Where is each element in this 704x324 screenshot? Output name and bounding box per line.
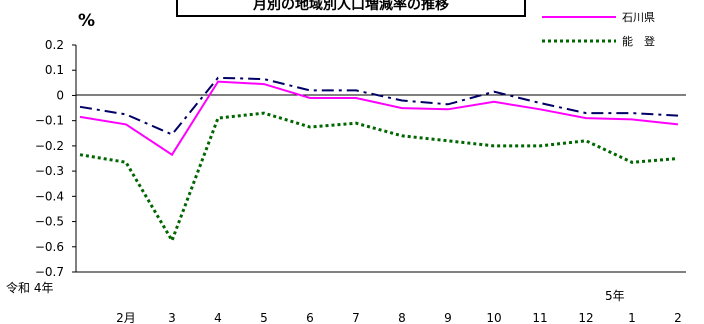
- x-tick-label: 1: [628, 311, 636, 324]
- y-tick-label: 0.1: [45, 63, 64, 77]
- chart-title-box: 月別の地域別人口増減率の推移: [176, 0, 526, 17]
- y-tick-label: −0.5: [35, 215, 64, 229]
- series-line-0: [79, 80, 679, 157]
- x-labels: 令和 4年 5年 2月 3 4 5 6 7 8 9 10 11 12 1 2: [6, 280, 682, 324]
- legend: 石川県 能 登: [534, 4, 694, 54]
- title-frame: [176, 0, 526, 17]
- y-tick-label: −0.3: [35, 164, 64, 178]
- y-tick-label: −0.4: [35, 189, 64, 203]
- y-ticks: 0.2 0.1 0 −0.1 −0.2 −0.3 −0.4 −0.5 −0.6 −0.7: [35, 38, 76, 279]
- x-tick-label: 6: [306, 311, 314, 324]
- y-tick-label: −0.6: [35, 240, 64, 254]
- y-tick-label: −0.2: [35, 139, 64, 153]
- x-tick-label: 12: [578, 311, 593, 324]
- legend-label-noto: 能 登: [622, 34, 655, 48]
- y-axis-unit: %: [78, 11, 95, 31]
- y-tick-label: 0: [56, 88, 64, 102]
- x-tick-label: 11: [532, 311, 547, 324]
- x-tick-label: 8: [398, 311, 406, 324]
- legend-background: [534, 4, 694, 54]
- series-line-1: [79, 76, 679, 136]
- x-tick-label: 9: [444, 311, 452, 324]
- y-tick-label: −0.1: [35, 114, 64, 128]
- x-start-label: 令和 4年: [6, 280, 53, 295]
- x-year2-label: 5年: [605, 289, 625, 303]
- y-tick-label: 0.2: [45, 38, 64, 52]
- x-tick-label: 10: [486, 311, 501, 324]
- series-line-2: [79, 111, 679, 244]
- legend-label-ishikawa: 石川県: [622, 11, 655, 24]
- x-tick-label: 2: [674, 311, 682, 324]
- y-tick-label: −0.7: [35, 265, 64, 279]
- x-tick-label: 7: [352, 311, 360, 324]
- series-lines: [79, 76, 679, 244]
- chart-title: 月別の地域別人口増減率の推移: [252, 0, 449, 13]
- x-tick-label: 5: [260, 311, 268, 324]
- x-tick-label: 3: [168, 311, 176, 324]
- x-tick-label: 4: [214, 311, 222, 324]
- x-tick-label: 2月: [116, 311, 136, 324]
